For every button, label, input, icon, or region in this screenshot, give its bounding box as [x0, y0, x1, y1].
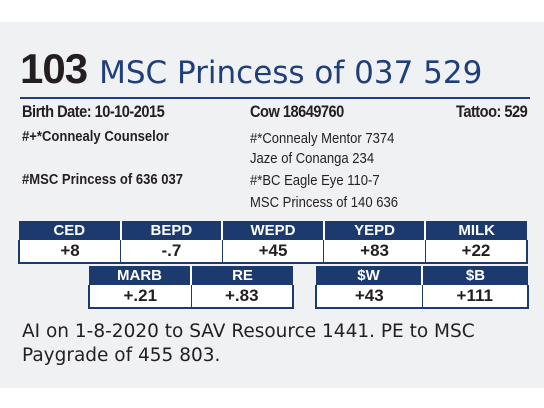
epd-table-carcass: MARB RE +.21 +.83	[88, 266, 294, 309]
dam-name: #MSC Princess of 636 037	[22, 172, 184, 188]
epd-header: MILK	[424, 221, 527, 240]
epd-header: RE	[190, 266, 293, 285]
birth-date: Birth Date: 10-10-2015	[22, 102, 165, 121]
breeding-notes: AI on 1-8-2020 to SAV Resource 1441. PE …	[22, 321, 475, 366]
epd-header: $B	[421, 266, 528, 285]
epd-header: CED	[19, 221, 121, 240]
epd-value: +45	[221, 240, 324, 264]
lot-heading: 103 MSC Princess of 037 529	[20, 48, 482, 90]
cow-registration: Cow 18649760	[250, 102, 344, 121]
paternal-grandsire: #*Connealy Mentor 7374	[250, 131, 395, 147]
epd-header: MARB	[89, 266, 191, 285]
epd-header: WEPD	[221, 221, 324, 240]
epd-value: +8	[18, 240, 121, 264]
title-divider	[20, 97, 530, 99]
lot-card	[0, 22, 544, 388]
maternal-grandsire: #*BC Eagle Eye 110-7	[250, 173, 380, 189]
paternal-granddam: Jaze of Conanga 234	[250, 151, 375, 167]
epd-value: +22	[424, 240, 528, 264]
epd-header: $W	[316, 266, 422, 285]
lot-number: 103	[20, 45, 88, 92]
epd-value: -.7	[120, 240, 223, 264]
sire-name: #+*Connealy Counselor	[22, 129, 169, 145]
epd-header: YEPD	[322, 221, 426, 240]
maternal-granddam: MSC Princess of 140 636	[250, 195, 398, 211]
epd-table-indexes: $W $B +43 +111	[315, 266, 529, 309]
tattoo: Tattoo: 529	[456, 102, 528, 121]
epd-header: BEPD	[119, 221, 223, 240]
epd-value: +43	[315, 285, 422, 309]
epd-value: +.21	[88, 285, 191, 309]
epd-table-primary: CED BEPD WEPD YEPD MILK +8 -.7 +45 +83 +…	[18, 221, 528, 264]
epd-value: +111	[421, 285, 529, 309]
lot-name: MSC Princess of 037 529	[99, 55, 483, 91]
epd-value: +83	[323, 240, 426, 264]
epd-value: +.83	[190, 285, 294, 309]
